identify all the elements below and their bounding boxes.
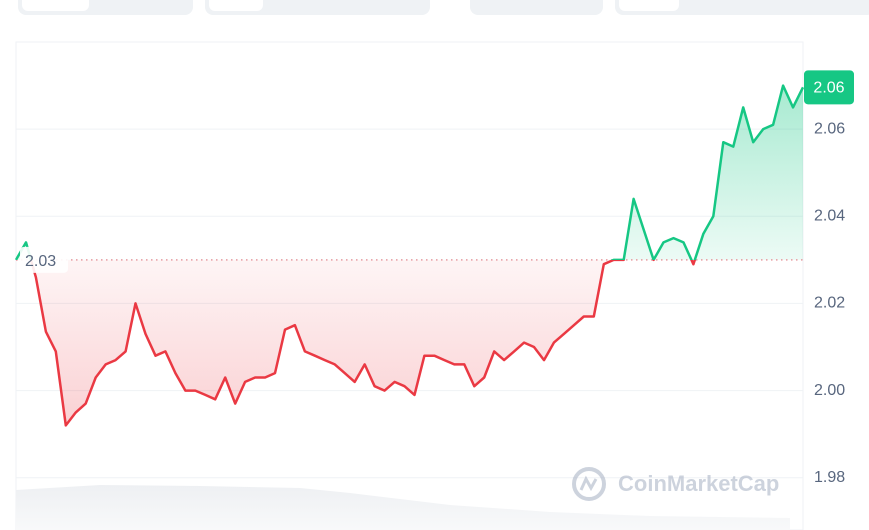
baseline-label: 2.03 xyxy=(25,253,56,270)
y-tick-label: 2.04 xyxy=(814,208,845,225)
last-price-label: 2.06 xyxy=(813,80,844,97)
volume-area xyxy=(16,485,790,530)
tab[interactable] xyxy=(619,0,679,11)
y-tick-label: 1.98 xyxy=(814,469,845,486)
baseline-label-box xyxy=(20,246,68,273)
y-tick-label: 2.06 xyxy=(814,120,845,137)
tab[interactable] xyxy=(22,0,89,11)
watermark-logo xyxy=(572,467,606,501)
tab[interactable] xyxy=(209,0,263,11)
y-tick-label: 2.02 xyxy=(814,295,845,312)
y-tick-label: 2.00 xyxy=(814,382,845,399)
watermark-text: CoinMarketCap xyxy=(618,471,779,496)
tab-bar xyxy=(18,0,869,15)
plot-frame xyxy=(15,41,804,530)
tab-group[interactable] xyxy=(470,0,603,15)
price-area xyxy=(16,85,803,426)
last-price-box xyxy=(804,70,854,105)
watermark: CoinMarketCap xyxy=(572,467,779,501)
watermark-logo xyxy=(579,475,598,492)
price-line xyxy=(14,84,805,427)
plot: 2.03 2.06 xyxy=(14,70,854,427)
